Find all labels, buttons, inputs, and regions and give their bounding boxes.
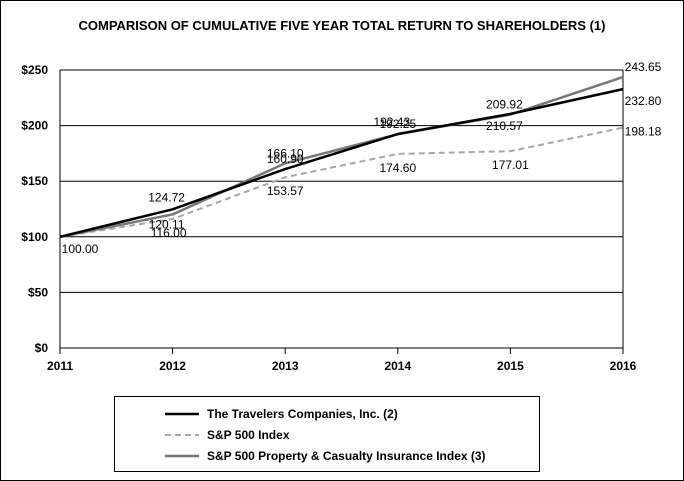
data-label: 120.11 <box>149 217 185 231</box>
data-label: 124.72 <box>148 190 185 204</box>
y-tick-label: $150 <box>21 174 48 188</box>
data-label: 153.57 <box>267 184 304 198</box>
x-tick-label: 2015 <box>497 359 524 373</box>
data-label: 232.80 <box>625 94 662 108</box>
data-label: 174.60 <box>379 161 416 175</box>
y-tick-label: $250 <box>21 63 48 77</box>
legend-swatch-sp500 <box>165 434 199 436</box>
data-label: 198.18 <box>625 125 662 139</box>
legend-label-pc-index: S&P 500 Property & Casualty Insurance In… <box>207 449 486 463</box>
x-tick-label: 2014 <box>384 359 411 373</box>
x-tick-label: 2013 <box>272 359 299 373</box>
data-label: 210.57 <box>486 119 523 133</box>
data-label: 160.90 <box>267 152 304 166</box>
legend-item-sp500: S&P 500 Index <box>115 425 290 445</box>
data-label: 209.92 <box>486 98 523 112</box>
y-tick-label: $0 <box>35 341 49 355</box>
legend-label-travelers: The Travelers Companies, Inc. (2) <box>207 407 398 421</box>
data-label: 100.00 <box>62 242 99 256</box>
data-label: 192.43 <box>373 115 410 129</box>
data-label: 177.01 <box>492 158 529 172</box>
data-label: 116.00 <box>151 226 187 240</box>
data-label: 243.65 <box>625 60 662 74</box>
legend-swatch-pc-index <box>165 454 199 458</box>
legend-label-sp500: S&P 500 Index <box>207 428 290 442</box>
data-label: 166.10 <box>267 146 304 160</box>
legend-item-pc-index: S&P 500 Property & Casualty Insurance In… <box>115 446 486 466</box>
data-label: 192.25 <box>379 117 416 131</box>
chart-legend: The Travelers Companies, Inc. (2) S&P 50… <box>114 396 540 472</box>
chart-title: COMPARISON OF CUMULATIVE FIVE YEAR TOTAL… <box>78 18 605 33</box>
legend-swatch-travelers <box>165 412 199 416</box>
legend-item-travelers: The Travelers Companies, Inc. (2) <box>115 404 398 424</box>
y-tick-label: $50 <box>28 285 48 299</box>
x-tick-label: 2012 <box>159 359 186 373</box>
x-tick-label: 2016 <box>610 359 637 373</box>
series-line-1 <box>59 126 624 238</box>
y-tick-label: $200 <box>21 119 48 133</box>
x-tick-label: 2011 <box>47 359 73 373</box>
series-line-0 <box>59 87 624 239</box>
y-tick-label: $100 <box>21 230 48 244</box>
series-line-2 <box>59 75 624 239</box>
